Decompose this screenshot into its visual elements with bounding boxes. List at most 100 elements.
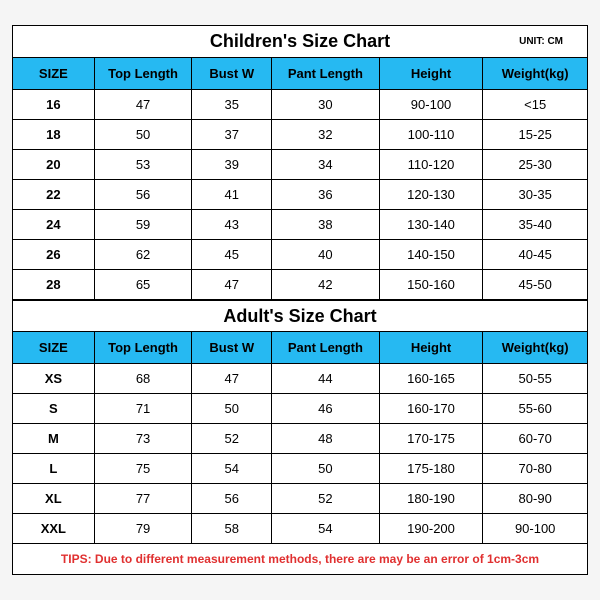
adult-title-row: Adult's Size Chart: [13, 300, 587, 332]
table-cell: 50: [192, 394, 272, 424]
table-cell: 47: [95, 90, 193, 120]
table-cell: 55-60: [483, 394, 587, 424]
header-cell: Weight(kg): [483, 332, 587, 364]
table-cell: 28: [13, 270, 95, 300]
table-cell: 52: [272, 484, 380, 514]
header-cell: Pant Length: [272, 58, 380, 90]
table-cell: 68: [95, 364, 193, 394]
table-row: XS684744160-16550-55: [13, 364, 587, 394]
header-cell: Bust W: [192, 332, 272, 364]
adult-title: Adult's Size Chart: [13, 306, 587, 327]
table-cell: 25-30: [483, 150, 587, 180]
table-cell: S: [13, 394, 95, 424]
table-row: L755450175-18070-80: [13, 454, 587, 484]
table-cell: 30: [272, 90, 380, 120]
table-cell: XL: [13, 484, 95, 514]
table-cell: 73: [95, 424, 193, 454]
table-row: XXL795854190-20090-100: [13, 514, 587, 544]
table-cell: 38: [272, 210, 380, 240]
children-title: Children's Size Chart: [13, 31, 587, 52]
table-cell: 80-90: [483, 484, 587, 514]
table-cell: 53: [95, 150, 193, 180]
table-cell: L: [13, 454, 95, 484]
adult-table-body: XS684744160-16550-55S715046160-17055-60M…: [13, 364, 587, 544]
table-cell: 170-175: [380, 424, 484, 454]
table-cell: 54: [272, 514, 380, 544]
table-cell: 35-40: [483, 210, 587, 240]
table-cell: 60-70: [483, 424, 587, 454]
table-row: XL775652180-19080-90: [13, 484, 587, 514]
table-cell: 52: [192, 424, 272, 454]
table-cell: 56: [95, 180, 193, 210]
table-cell: 160-165: [380, 364, 484, 394]
table-cell: 77: [95, 484, 193, 514]
table-cell: 26: [13, 240, 95, 270]
table-cell: 50-55: [483, 364, 587, 394]
table-row: 18503732100-11015-25: [13, 120, 587, 150]
table-cell: 140-150: [380, 240, 484, 270]
tips-text: TIPS: Due to different measurement metho…: [13, 544, 587, 574]
table-cell: 150-160: [380, 270, 484, 300]
table-cell: 40: [272, 240, 380, 270]
header-cell: Pant Length: [272, 332, 380, 364]
table-cell: 30-35: [483, 180, 587, 210]
table-cell: M: [13, 424, 95, 454]
table-row: 28654742150-16045-50: [13, 270, 587, 300]
size-chart-container: Children's Size Chart UNIT: CM SIZETop L…: [12, 25, 588, 575]
header-cell: Top Length: [95, 58, 193, 90]
table-cell: <15: [483, 90, 587, 120]
table-cell: 71: [95, 394, 193, 424]
table-cell: 40-45: [483, 240, 587, 270]
table-row: 26624540140-15040-45: [13, 240, 587, 270]
header-cell: SIZE: [13, 58, 95, 90]
header-cell: Top Length: [95, 332, 193, 364]
table-cell: 50: [95, 120, 193, 150]
table-cell: 47: [192, 364, 272, 394]
table-cell: 47: [192, 270, 272, 300]
table-row: 22564136120-13030-35: [13, 180, 587, 210]
table-cell: 36: [272, 180, 380, 210]
table-cell: 190-200: [380, 514, 484, 544]
table-cell: 110-120: [380, 150, 484, 180]
table-cell: 35: [192, 90, 272, 120]
unit-label: UNIT: CM: [519, 36, 563, 47]
table-cell: 79: [95, 514, 193, 544]
children-header-row: SIZETop LengthBust WPant LengthHeightWei…: [13, 58, 587, 90]
table-cell: 160-170: [380, 394, 484, 424]
table-cell: 130-140: [380, 210, 484, 240]
table-cell: 54: [192, 454, 272, 484]
table-cell: 59: [95, 210, 193, 240]
table-cell: 41: [192, 180, 272, 210]
table-cell: 37: [192, 120, 272, 150]
table-cell: 44: [272, 364, 380, 394]
table-cell: 58: [192, 514, 272, 544]
table-cell: 20: [13, 150, 95, 180]
table-cell: XXL: [13, 514, 95, 544]
table-cell: 65: [95, 270, 193, 300]
table-cell: 18: [13, 120, 95, 150]
table-cell: 75: [95, 454, 193, 484]
table-cell: 70-80: [483, 454, 587, 484]
table-cell: 45-50: [483, 270, 587, 300]
header-cell: Weight(kg): [483, 58, 587, 90]
table-cell: 43: [192, 210, 272, 240]
table-cell: 180-190: [380, 484, 484, 514]
table-row: S715046160-17055-60: [13, 394, 587, 424]
table-cell: 45: [192, 240, 272, 270]
adult-header-row: SIZETop LengthBust WPant LengthHeightWei…: [13, 332, 587, 364]
children-title-row: Children's Size Chart UNIT: CM: [13, 26, 587, 58]
header-cell: Bust W: [192, 58, 272, 90]
table-cell: 34: [272, 150, 380, 180]
table-cell: 24: [13, 210, 95, 240]
table-cell: 100-110: [380, 120, 484, 150]
table-cell: 50: [272, 454, 380, 484]
table-cell: XS: [13, 364, 95, 394]
table-row: M735248170-17560-70: [13, 424, 587, 454]
table-row: 1647353090-100<15: [13, 90, 587, 120]
header-cell: SIZE: [13, 332, 95, 364]
table-row: 24594338130-14035-40: [13, 210, 587, 240]
table-cell: 16: [13, 90, 95, 120]
table-cell: 15-25: [483, 120, 587, 150]
header-cell: Height: [380, 332, 484, 364]
children-table-body: 1647353090-100<1518503732100-11015-25205…: [13, 90, 587, 300]
